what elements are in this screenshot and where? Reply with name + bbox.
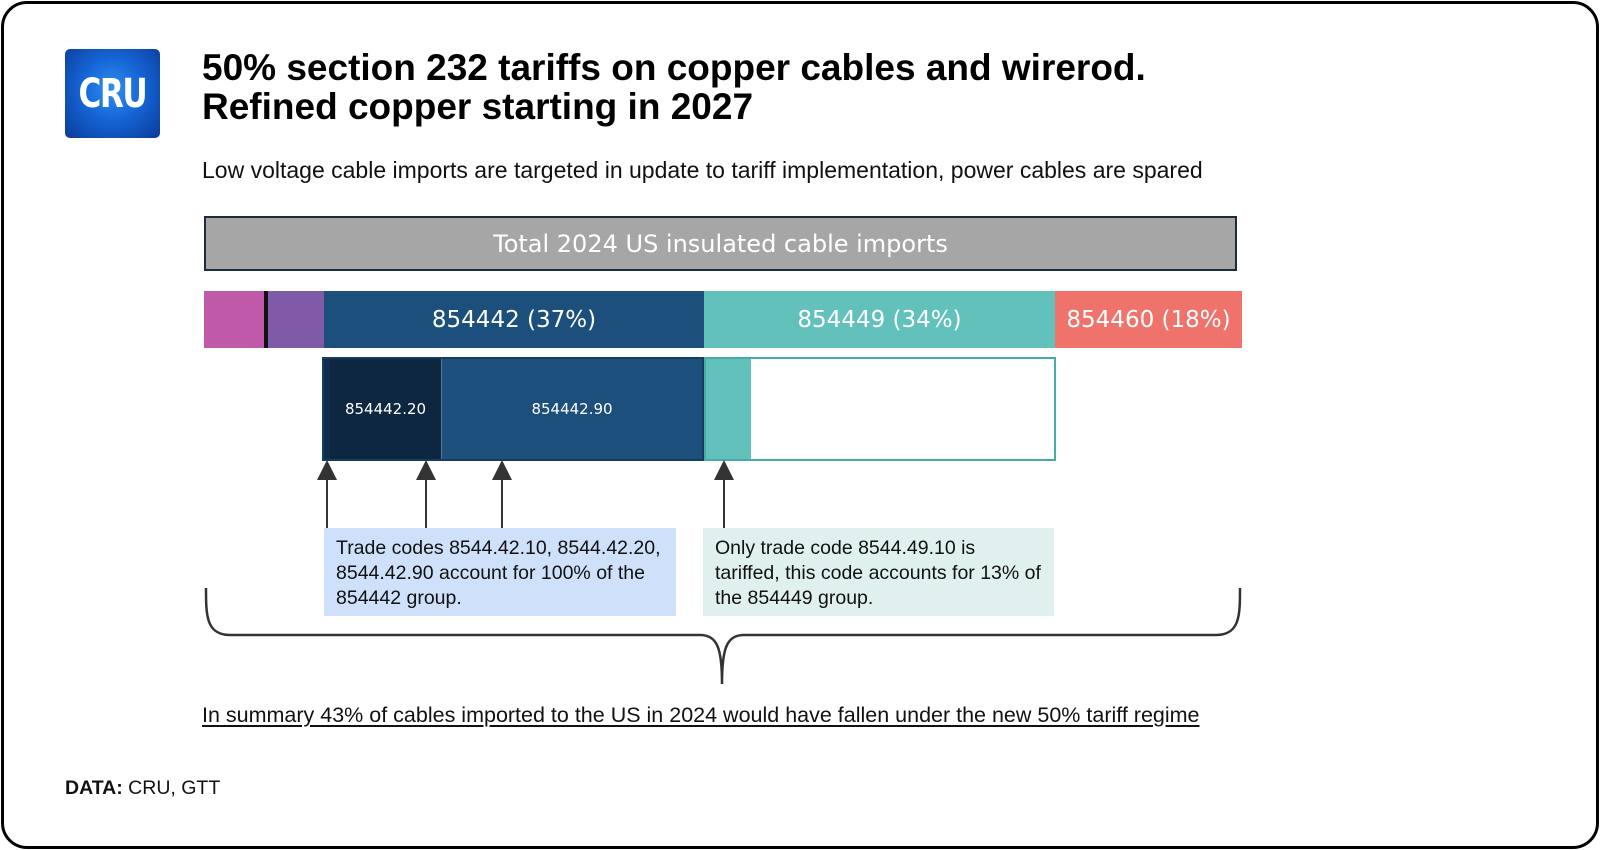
note-854442: Trade codes 8544.42.10, 8544.42.20, 8544…: [324, 528, 676, 616]
note-854449: Only trade code 8544.49.10 is tariffed, …: [703, 528, 1054, 616]
segment-divider: [264, 291, 268, 348]
breakdown-854449-10: [706, 359, 751, 459]
segment-other-pink: [204, 291, 264, 348]
subtitle: Low voltage cable imports are targeted i…: [202, 157, 1203, 183]
breakdown-854442-10: [324, 359, 330, 459]
cru-logo: CRU: [65, 49, 160, 138]
breakdown-854442-90: 854442.90: [531, 400, 613, 418]
title-line-1: 50% section 232 tariffs on copper cables…: [202, 47, 1146, 88]
total-imports-bar: Total 2024 US insulated cable imports: [204, 216, 1237, 271]
segment-854449: 854449 (34%): [704, 291, 1055, 348]
summary-brace: [204, 587, 1242, 685]
segment-854460: 854460 (18%): [1055, 291, 1242, 348]
data-source-label: DATA:: [65, 777, 123, 799]
breakdown-854442-20: 854442.20: [330, 359, 442, 459]
segment-854442: 854442 (37%): [324, 291, 704, 348]
data-source: DATA: CRU, GTT: [65, 777, 220, 800]
title-line-2: Refined copper starting in 2027: [202, 86, 754, 127]
data-source-text: CRU, GTT: [122, 777, 221, 799]
page-title: 50% section 232 tariffs on copper cables…: [202, 48, 1402, 126]
segment-other-purple: [268, 291, 324, 348]
logo-text: CRU: [78, 70, 148, 117]
summary-text: In summary 43% of cables imported to the…: [202, 703, 1200, 727]
breakdown-854449: [704, 357, 1056, 461]
